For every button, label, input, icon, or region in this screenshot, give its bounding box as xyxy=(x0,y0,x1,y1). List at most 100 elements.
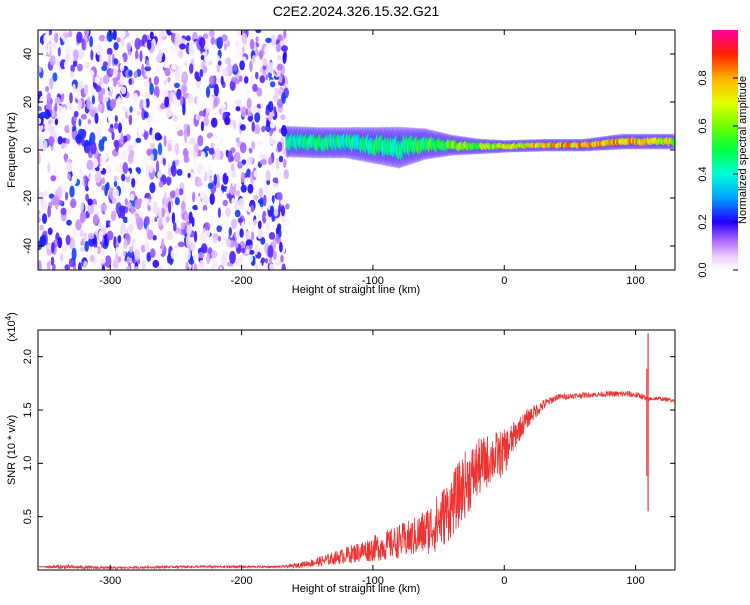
noise-cell xyxy=(143,131,149,140)
noise-cell xyxy=(54,118,59,126)
noise-cell xyxy=(235,229,240,240)
noise-cell xyxy=(115,84,119,93)
noise-cell xyxy=(258,187,264,198)
noise-cell xyxy=(197,135,204,147)
noise-cell xyxy=(149,142,155,150)
noise-cell xyxy=(99,53,104,65)
noise-cell xyxy=(220,75,224,86)
noise-cell xyxy=(159,30,166,38)
noise-cell xyxy=(132,140,138,148)
noise-cell xyxy=(202,65,208,74)
noise-cell xyxy=(187,93,194,104)
noise-cell xyxy=(222,199,228,207)
noise-cell xyxy=(170,45,175,54)
noise-cell xyxy=(153,95,158,102)
noise-cell xyxy=(95,85,102,93)
noise-cell xyxy=(256,87,263,97)
noise-cell xyxy=(45,244,52,250)
noise-cell xyxy=(210,141,215,150)
noise-cell xyxy=(120,56,124,68)
noise-cell xyxy=(243,185,247,193)
noise-cell xyxy=(277,55,282,61)
noise-cell xyxy=(67,54,75,63)
noise-cell xyxy=(39,35,45,46)
noise-cell xyxy=(120,36,125,47)
noise-cell xyxy=(101,185,105,191)
noise-cell xyxy=(281,91,287,104)
noise-cell xyxy=(252,54,256,64)
noise-cell xyxy=(38,42,43,50)
noise-cell xyxy=(164,67,171,77)
noise-cell xyxy=(268,157,273,166)
noise-cell xyxy=(248,249,255,255)
noise-cell xyxy=(280,205,286,217)
noise-cell xyxy=(86,96,91,110)
noise-cell xyxy=(177,49,184,59)
noise-cell xyxy=(67,173,71,181)
noise-cell xyxy=(257,140,264,147)
noise-cell xyxy=(279,241,283,253)
noise-cell xyxy=(264,44,271,56)
noise-cell xyxy=(121,181,126,194)
noise-cell xyxy=(139,50,143,62)
noise-cell xyxy=(240,171,245,183)
noise-cell xyxy=(184,60,188,68)
colorbar: 0.0 0.2 0.4 0.6 0.8 Normalized spectral ampl… xyxy=(697,30,749,278)
noise-cell xyxy=(276,98,284,108)
noise-cell xyxy=(80,113,87,120)
noise-cell xyxy=(247,156,254,165)
noise-cell xyxy=(157,142,163,156)
noise-cell xyxy=(152,235,157,241)
noise-cell xyxy=(78,262,82,270)
colorbar-tick-label: 0.6 xyxy=(697,118,709,133)
noise-cell xyxy=(263,194,267,207)
noise-cell xyxy=(254,123,261,135)
noise-cell xyxy=(225,238,231,248)
noise-cell xyxy=(265,222,271,232)
noise-cell xyxy=(97,103,102,113)
noise-cell xyxy=(225,207,231,217)
noise-cell xyxy=(239,132,243,142)
noise-cell xyxy=(259,113,266,126)
noise-cell xyxy=(75,90,82,100)
noise-cell xyxy=(169,190,176,199)
noise-cell xyxy=(94,76,101,84)
noise-cell xyxy=(101,249,105,256)
noise-cell xyxy=(226,187,230,194)
snr-x-tick-label: 100 xyxy=(626,575,644,587)
noise-cell xyxy=(123,238,128,249)
noise-cell xyxy=(186,224,192,236)
noise-cell xyxy=(104,233,108,247)
noise-cell xyxy=(183,130,188,144)
noise-cell xyxy=(272,250,277,261)
noise-cell xyxy=(64,43,72,54)
noise-cell xyxy=(182,103,186,116)
noise-cell xyxy=(167,76,171,83)
noise-cell xyxy=(85,145,91,154)
noise-cell xyxy=(207,182,214,190)
noise-cell xyxy=(117,96,122,108)
noise-cell xyxy=(94,112,99,124)
noise-cell xyxy=(273,106,277,115)
noise-cell xyxy=(146,229,154,240)
noise-cell xyxy=(54,32,59,44)
noise-cell xyxy=(144,216,150,226)
noise-cell xyxy=(93,247,98,254)
noise-cell xyxy=(43,139,48,151)
noise-cell xyxy=(141,63,145,76)
noise-cell xyxy=(64,60,68,70)
colorbar-tick-label: 0.0 xyxy=(697,262,709,277)
snr-axes: -300 -200 -100 0 100 0.5 1.0 1.5 2.0 xyxy=(22,330,675,587)
snr-x-tick-label: -100 xyxy=(362,575,384,587)
noise-cell xyxy=(253,170,258,178)
noise-cell xyxy=(241,45,245,56)
noise-cell xyxy=(117,234,122,244)
noise-cell xyxy=(239,60,245,71)
noise-cell xyxy=(114,253,119,265)
noise-cell xyxy=(66,219,72,226)
noise-cell xyxy=(122,135,128,143)
noise-cell xyxy=(94,171,102,184)
